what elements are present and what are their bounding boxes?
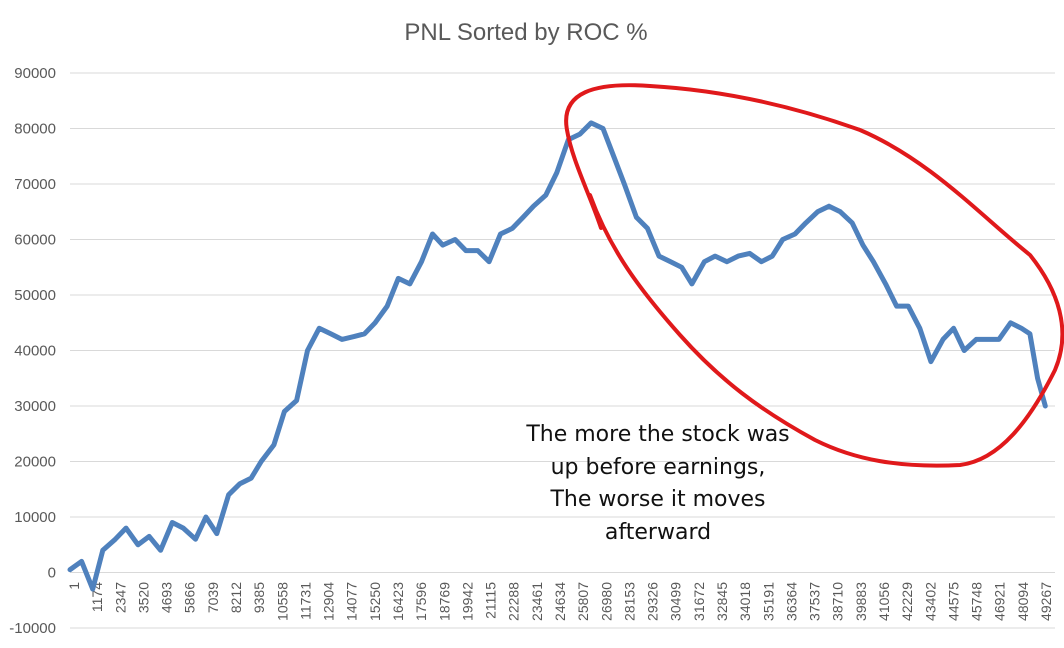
x-tick-label: 25807 [575, 582, 591, 621]
x-tick-label: 5866 [182, 582, 198, 613]
y-tick-label: 80000 [14, 121, 56, 138]
x-tick-label: 31672 [691, 582, 707, 621]
x-tick-label: 10558 [274, 582, 290, 621]
x-tick-label: 39883 [853, 582, 869, 621]
x-tick-label: 22288 [506, 582, 522, 621]
x-tick-label: 4693 [159, 582, 175, 613]
series-line-0 [67, 120, 1048, 592]
x-tick-label: 1 [66, 582, 82, 590]
x-tick-label: 7039 [205, 582, 221, 613]
x-tick-label: 44575 [945, 582, 961, 621]
x-tick-label: 48094 [1015, 582, 1031, 621]
x-tick-label: 38710 [830, 582, 846, 621]
x-axis-tick-labels: 1 1174 2347 3520 4693 5866 7039 8212 9385 10558 11… [66, 582, 1054, 621]
y-tick-label: 20000 [14, 454, 56, 471]
x-tick-label: 2347 [112, 582, 128, 613]
x-tick-label: 8212 [228, 582, 244, 613]
series-layer [67, 120, 1048, 592]
x-tick-label: 19942 [459, 582, 475, 621]
x-tick-label: 34018 [737, 582, 753, 621]
x-tick-label: 11731 [297, 582, 313, 620]
y-tick-label: 60000 [14, 232, 56, 249]
annotation-circle [564, 83, 1064, 468]
y-tick-label: 50000 [14, 287, 56, 304]
annotation-line-3: The worse it moves [549, 487, 765, 512]
x-tick-label: 42229 [899, 582, 915, 621]
annotation-text: The more the stock was up before earning… [525, 422, 789, 545]
y-axis-tick-labels: -10000 0 10000 20000 30000 40000 50000 60000 700… [9, 65, 56, 637]
x-tick-label: 23461 [529, 582, 545, 621]
annotation-line-4: afterward [605, 520, 711, 545]
x-tick-label: 37537 [807, 582, 823, 621]
x-tick-label: 30499 [668, 582, 684, 621]
x-tick-label: 29326 [645, 582, 661, 621]
x-tick-label: 45748 [969, 582, 985, 621]
y-tick-label: 10000 [14, 509, 56, 526]
x-tick-label: 17596 [413, 582, 429, 621]
gridlines [70, 72, 1055, 629]
x-tick-label: 3520 [135, 582, 151, 613]
x-tick-label: 43402 [922, 582, 938, 621]
x-tick-label: 32845 [714, 582, 730, 621]
x-tick-label: 9385 [251, 582, 267, 613]
x-tick-label: 49267 [1038, 582, 1054, 621]
x-tick-label: 14077 [344, 582, 360, 621]
annotation-line-2: up before earnings, [551, 455, 766, 480]
x-tick-label: 26980 [598, 582, 614, 621]
x-tick-label: 41056 [876, 582, 892, 621]
x-tick-label: 35191 [760, 582, 776, 621]
x-tick-label: 21115 [483, 582, 499, 619]
y-tick-label: 40000 [14, 343, 56, 360]
x-tick-label: 36364 [783, 582, 799, 621]
chart-title: PNL Sorted by ROC % [404, 19, 647, 46]
y-tick-label: 70000 [14, 176, 56, 193]
x-tick-label: 24634 [552, 582, 568, 621]
x-tick-label: 18769 [436, 582, 452, 621]
y-tick-label: 0 [48, 565, 56, 582]
y-tick-label: 90000 [14, 65, 56, 82]
x-tick-label: 16423 [390, 582, 406, 621]
y-tick-label: -10000 [9, 620, 56, 637]
x-tick-label: 28153 [621, 582, 637, 621]
x-tick-label: 12904 [321, 582, 337, 621]
x-tick-label: 46921 [992, 582, 1008, 621]
y-tick-label: 30000 [14, 398, 56, 415]
x-tick-label: 15250 [367, 582, 383, 621]
annotation-line-1: The more the stock was [525, 422, 789, 447]
